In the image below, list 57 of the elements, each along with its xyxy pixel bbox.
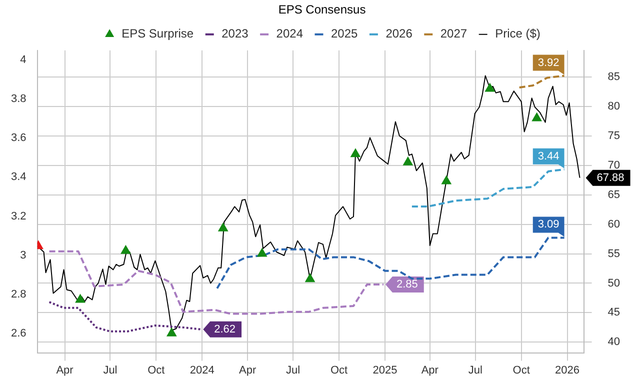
point: [403, 156, 413, 166]
data-label: 2.85: [396, 278, 418, 291]
x-tick-label: Jul: [468, 364, 482, 376]
x-tick-label: Apr: [421, 364, 439, 376]
x-tick-label: Oct: [512, 364, 530, 376]
x-tick-label: 2024: [190, 364, 214, 376]
y2-tick-label: 55: [608, 248, 620, 260]
point: [218, 222, 228, 232]
x-tick-label: Jul: [103, 364, 118, 376]
y2-tick-label: 45: [608, 306, 620, 319]
point: [166, 328, 176, 336]
y2-tick-label: 65: [608, 188, 620, 201]
point: [257, 248, 267, 257]
y-tick-label: 3.2: [10, 210, 26, 222]
legend-label: EPS Surprise: [122, 26, 194, 41]
point: [532, 112, 542, 122]
x-tick-label: 2026: [555, 364, 580, 376]
x-tick-label: Oct: [330, 364, 348, 376]
legend-label: 2024: [276, 26, 304, 41]
y-tick-label: 3: [20, 249, 26, 262]
y2-tick-label: 75: [608, 130, 620, 142]
y-tick-label: 2.8: [10, 288, 26, 300]
y2-tick-label: 50: [608, 277, 620, 290]
line-series: [48, 250, 384, 315]
y2-tick-label: 85: [608, 70, 620, 83]
legend-title: EPS Consensus: [278, 2, 366, 16]
x-tick-label: Apr: [239, 364, 256, 376]
legend-label: 2027: [440, 26, 468, 41]
data-label: 67.88: [596, 172, 624, 184]
x-tick-label: Oct: [148, 364, 165, 376]
y-tick-label: 4: [20, 54, 26, 66]
point: [442, 176, 452, 184]
x-tick-label: Jul: [286, 364, 300, 376]
point: [75, 294, 86, 303]
point: [120, 245, 131, 254]
legend-label: 2023: [222, 26, 249, 41]
line-series: [48, 301, 202, 332]
legend-label: 2026: [386, 26, 413, 41]
data-label: 3.09: [538, 218, 560, 231]
y2-tick-label: 40: [608, 336, 620, 348]
point: [485, 83, 495, 92]
data-label: 2.62: [214, 323, 236, 336]
data-label: 3.44: [538, 150, 560, 162]
y-tick-label: 2.6: [10, 327, 26, 340]
y-tick-label: 3.6: [10, 132, 26, 144]
point: [305, 274, 315, 282]
y2-tick-label: 80: [608, 100, 620, 112]
x-tick-label: 2025: [372, 364, 398, 376]
y2-tick-label: 60: [608, 218, 620, 230]
legend-label: 2025: [330, 26, 358, 41]
x-tick-label: Apr: [56, 364, 74, 376]
point: [350, 148, 360, 158]
legend-label: Price ($): [495, 26, 540, 41]
y2-tick-label: 70: [608, 159, 620, 172]
data-label: 3.92: [538, 56, 560, 69]
y-tick-label: 3.4: [10, 171, 26, 184]
y-tick-label: 3.8: [10, 93, 26, 106]
